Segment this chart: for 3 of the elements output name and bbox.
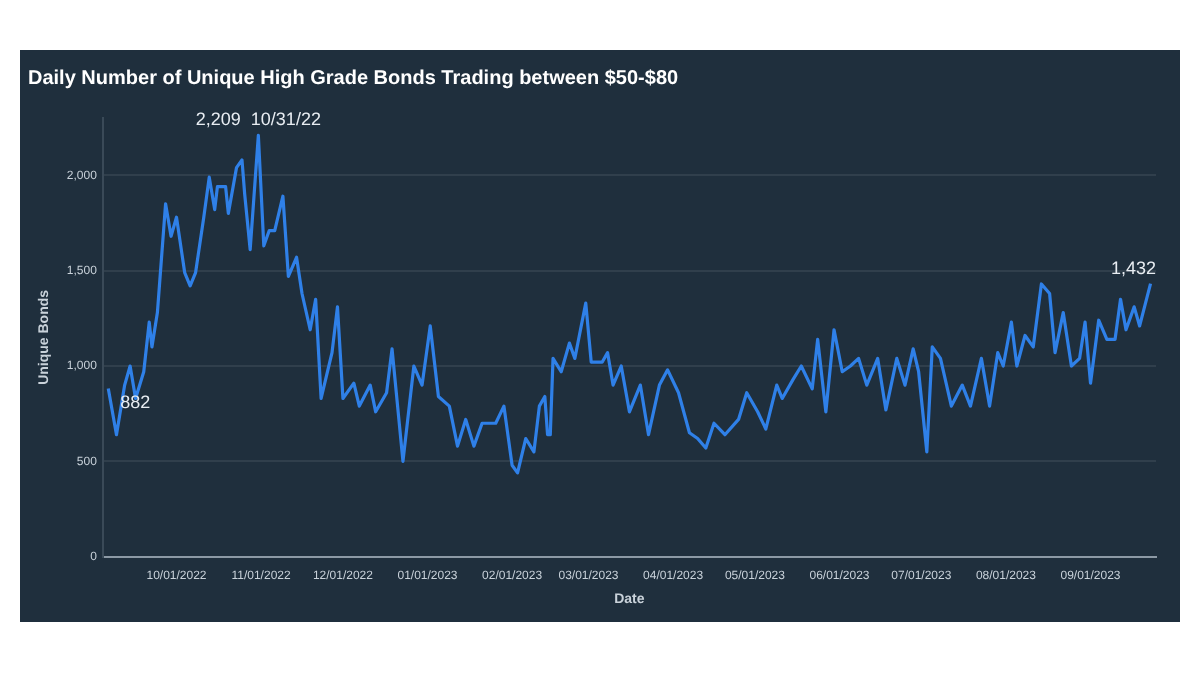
- annotation: 2,209 10/31/22: [195, 109, 321, 130]
- chart-title: Daily Number of Unique High Grade Bonds Trading between $50-$80: [28, 67, 679, 90]
- annotation: 1,432: [1110, 257, 1157, 278]
